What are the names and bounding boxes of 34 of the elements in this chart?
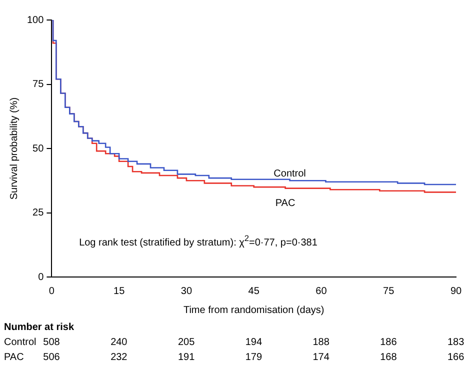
x-tick-label: 45	[248, 286, 260, 297]
text: 205	[178, 337, 195, 348]
y-axis-title: Survival probability (%)	[8, 97, 20, 200]
text: 508	[43, 337, 60, 348]
annotation: Log rank test (stratified by stratum): χ$^{2}$=0·77, p=0·381	[79, 232, 318, 248]
x-axis-title: Time from randomisation (days)	[183, 304, 324, 316]
y-tick-label: 75	[32, 79, 44, 90]
text: PAC	[4, 352, 24, 363]
x-tick-label: 90	[450, 286, 462, 297]
y-tick-label: 50	[32, 143, 44, 154]
x-tick-label: 15	[114, 286, 126, 297]
text: 166	[448, 352, 464, 363]
text: Number at risk	[4, 322, 74, 333]
x-tick-label: 60	[316, 286, 328, 297]
text: 506	[43, 352, 60, 363]
text: 232	[110, 352, 128, 363]
text: 191	[178, 352, 195, 363]
series-label: Control	[274, 168, 306, 180]
text: 179	[245, 352, 262, 363]
series-label: PAC	[275, 198, 296, 210]
x-tick-label: 0	[48, 286, 55, 297]
text: 183	[448, 337, 464, 348]
text: 186	[380, 337, 397, 348]
text: 174	[312, 352, 330, 363]
text: Control	[4, 337, 36, 348]
text: 168	[380, 352, 397, 363]
x-tick-label: 75	[383, 286, 395, 297]
y-tick-label: 25	[32, 208, 44, 218]
text: 240	[110, 337, 128, 348]
text: 188	[312, 337, 330, 348]
x-tick-label: 30	[180, 286, 192, 297]
y-tick-label: 100	[26, 14, 44, 26]
text: 194	[245, 337, 262, 348]
y-tick-label: 0	[38, 272, 44, 283]
